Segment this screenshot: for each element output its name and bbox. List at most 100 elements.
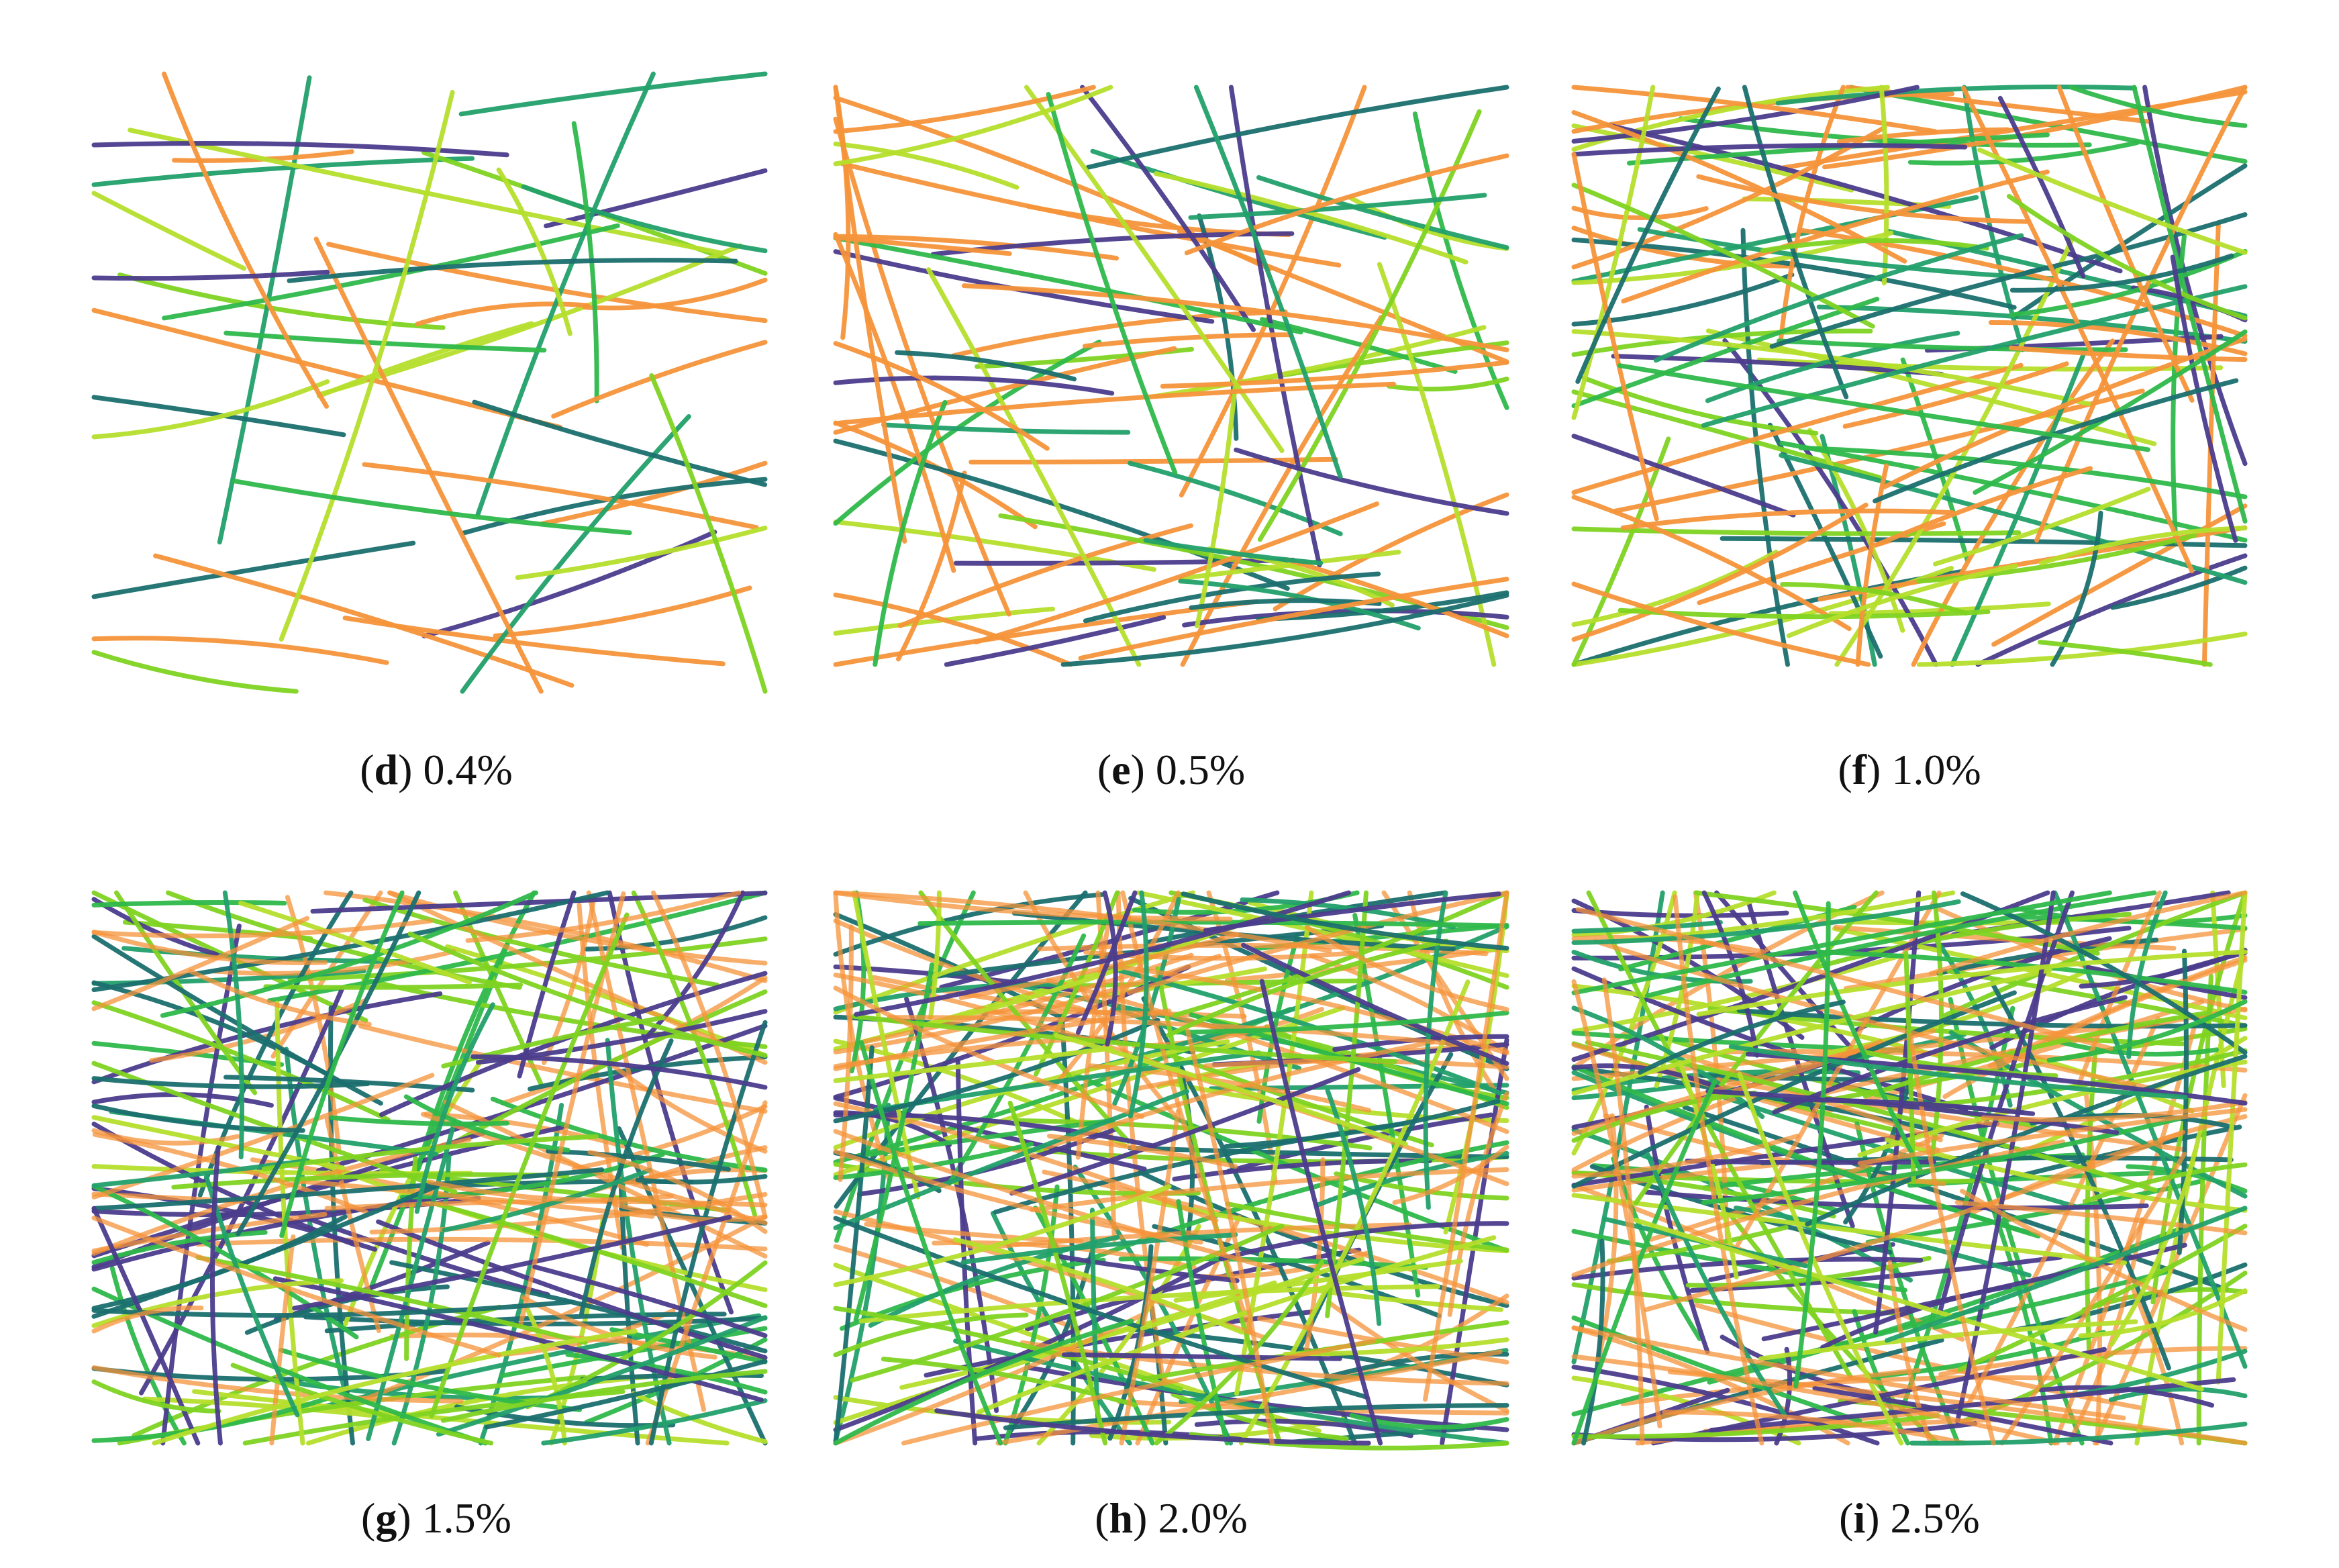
fiber [1937,890,2075,1316]
fiber [1737,1071,1904,1446]
fiber [540,460,768,526]
fiber [153,553,575,688]
fiber [833,1112,1157,1148]
caption: (i) 2.5% [1574,1493,2245,1543]
fiber [91,269,330,281]
fiber [833,116,1011,617]
fiber [1046,92,1178,475]
fiber [2108,1386,2248,1402]
fiber [1954,1199,2248,1236]
fiber [316,243,743,397]
fiber [434,1202,768,1308]
fiber [1094,967,1267,999]
fiber [1908,1033,1996,1446]
fiber [2110,565,2248,610]
fiber [960,1232,1238,1265]
fiber [2046,999,2248,1063]
fiber [1571,1315,1862,1424]
fiber [833,1129,1280,1272]
fiber [1218,1221,1509,1262]
fiber [833,141,1019,190]
fiber [91,1216,501,1358]
fiber [1662,1410,1968,1446]
fiber [1673,894,1764,1446]
fiber [521,184,768,254]
fiber [2076,890,2162,1087]
fiber [995,1349,1503,1446]
fiber [525,1307,567,1446]
fiber [1571,110,1907,264]
fiber [833,95,1273,272]
fiber [1793,890,1924,1173]
fiber [926,267,1142,667]
fiber [1030,1167,1509,1212]
paren: ( [1097,746,1112,793]
fiber [91,1305,204,1334]
fiber [279,890,405,1238]
fiber [515,526,768,580]
fiber [1304,924,1509,1012]
fiber [1047,1134,1238,1169]
fiber [833,85,1113,166]
fiber [2131,1287,2185,1446]
caption: (g) 1.5% [101,1493,772,1543]
fiber [160,890,538,1018]
fiber [458,71,768,117]
fiber [162,223,620,321]
fiber [1857,1107,2248,1166]
caption-text: ) 1.0% [1867,746,1981,793]
fiber [1571,436,1671,667]
fiber [109,1266,187,1446]
fiber [1571,581,1871,667]
fiber [833,85,851,340]
fiber [1814,912,2132,970]
fiber [139,987,344,1395]
fiber [1128,890,1149,1119]
fiber [833,375,1115,396]
fiber [901,1338,1377,1446]
fiber [1020,1340,1509,1386]
fiber [881,422,1131,435]
fiber [1571,1095,1738,1173]
fiber [1643,1130,2186,1312]
fiber [587,1150,768,1234]
fiber [1645,1152,1787,1417]
fiber [1760,238,1989,253]
fiber [1180,315,1384,667]
fiber [2007,1262,2248,1333]
fiber [91,1167,604,1211]
fiber [91,1300,574,1318]
fiber [1689,1255,2063,1293]
panel-letter: e [1111,746,1131,793]
fiber [91,1206,201,1446]
fiber [1423,890,1509,1402]
fiber [91,540,416,599]
panel-letter: g [375,1494,397,1542]
fiber [1807,428,1905,633]
fiber [91,929,328,965]
fiber [973,501,1379,644]
fiber [853,963,934,1322]
fiber [1643,1189,2149,1211]
fiber [1621,169,2050,304]
fiber [2038,526,2248,566]
fiber [222,890,244,1160]
fiber [1728,1044,2188,1100]
fiber [1173,1259,1463,1303]
fiber [1571,526,2022,536]
fiber [329,1115,509,1126]
fiber [91,1104,305,1133]
fiber [1571,1064,2041,1238]
fiber [976,1235,1497,1415]
fiber [91,1076,370,1089]
fiber [1003,1184,1060,1446]
fiber [1571,1365,1880,1446]
fiber [1758,1319,2138,1361]
fiber [1593,938,2158,1092]
fiber [2132,85,2248,524]
fiber [2008,345,2248,362]
fiber [1855,463,1889,667]
fiber [1003,1403,1509,1430]
fiber [317,321,534,399]
fiber [279,90,455,642]
